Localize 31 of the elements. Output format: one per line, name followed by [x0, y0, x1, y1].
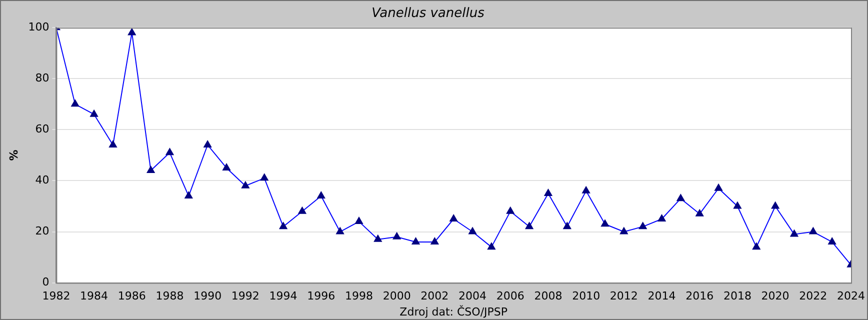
- x-tick-label: 2004: [458, 289, 487, 302]
- x-tick-label: 2016: [686, 289, 714, 302]
- x-tick-label: 2006: [496, 289, 524, 302]
- x-tick-label: 1982: [42, 289, 70, 302]
- x-tick-label: 2018: [723, 289, 752, 302]
- y-tick-label: 60: [35, 122, 50, 136]
- x-tick-label: 1998: [344, 289, 373, 302]
- y-tick-label: 80: [35, 72, 50, 84]
- x-tick-label: 2022: [799, 289, 828, 302]
- x-tick-label: 1996: [307, 289, 336, 302]
- y-tick-label: 20: [35, 224, 50, 238]
- y-tick-label: 100: [28, 20, 50, 34]
- x-tick-label: 2002: [420, 289, 449, 302]
- x-tick-label: 2012: [610, 289, 638, 302]
- x-tick-label: 1986: [118, 289, 146, 302]
- x-tick-label: 1992: [231, 289, 260, 302]
- x-tick-label: 2008: [534, 289, 562, 302]
- x-tick-label: 2020: [761, 289, 790, 302]
- y-tick-label: 0: [42, 276, 50, 289]
- x-tick-label: 2000: [382, 289, 411, 302]
- text: Zdroj dat: ČSO/JPSP: [400, 304, 508, 318]
- x-tick-label: 1990: [194, 289, 222, 302]
- x-tick-label: 2010: [572, 289, 600, 302]
- y-tick-label: 40: [35, 174, 50, 187]
- x-tick-label: 1988: [156, 289, 184, 302]
- x-tick-label: 2024: [837, 289, 866, 302]
- y-axis-title: %: [7, 150, 20, 161]
- chart-title: Vanellus vanellus: [372, 6, 485, 22]
- x-tick-label: 1984: [80, 289, 108, 302]
- x-tick-label: 1994: [269, 289, 298, 302]
- x-tick-label: 2014: [648, 289, 676, 302]
